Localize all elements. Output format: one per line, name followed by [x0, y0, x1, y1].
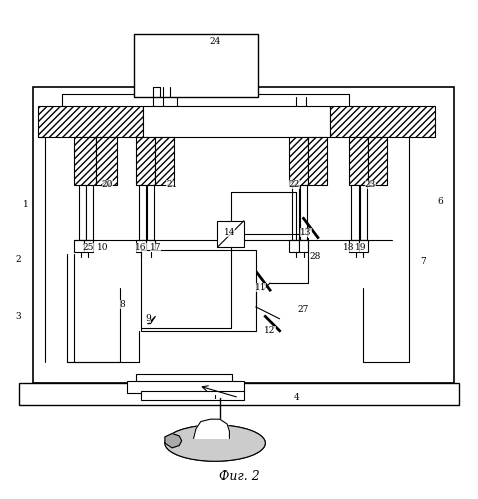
Bar [351, 185, 358, 240]
Text: 20: 20 [102, 181, 113, 190]
Bar [299, 240, 308, 252]
Bar [360, 185, 367, 240]
Bar [349, 137, 368, 185]
Text: 6: 6 [437, 197, 443, 206]
Bar [292, 185, 299, 240]
Text: 2: 2 [15, 254, 21, 263]
Text: 11: 11 [255, 283, 266, 292]
Bar [141, 250, 256, 331]
Bar [368, 137, 387, 185]
Bar [38, 106, 143, 137]
Text: 16: 16 [135, 243, 147, 251]
Bar [421, 383, 454, 403]
Text: 22: 22 [288, 181, 300, 190]
Bar [33, 87, 454, 383]
Bar [141, 391, 244, 400]
Text: 7: 7 [420, 257, 426, 266]
Bar [349, 240, 358, 252]
Polygon shape [194, 419, 229, 438]
Text: 5: 5 [217, 429, 223, 438]
Text: 25: 25 [83, 243, 94, 251]
Bar [136, 137, 155, 185]
Text: 24: 24 [209, 37, 221, 46]
Text: 19: 19 [355, 243, 367, 251]
Text: 14: 14 [224, 228, 235, 237]
Bar [146, 240, 155, 252]
Bar [79, 185, 86, 240]
Text: 23: 23 [365, 181, 376, 190]
Text: 4: 4 [293, 393, 299, 402]
Bar [96, 137, 117, 185]
Bar [136, 240, 146, 252]
Bar [19, 383, 459, 405]
Text: 9: 9 [145, 314, 151, 323]
Bar [289, 137, 308, 185]
Bar [139, 185, 146, 240]
Text: 28: 28 [310, 252, 321, 261]
Bar [127, 381, 244, 393]
Bar [289, 240, 299, 252]
Text: 12: 12 [264, 326, 276, 335]
Bar [358, 240, 368, 252]
Ellipse shape [165, 425, 265, 461]
Bar [74, 240, 84, 252]
Bar [134, 34, 258, 96]
Bar [84, 240, 93, 252]
Bar [143, 106, 330, 137]
Text: 1: 1 [23, 200, 29, 209]
Text: 8: 8 [119, 300, 125, 309]
Bar [74, 137, 96, 185]
Bar [300, 185, 307, 240]
Bar [86, 185, 93, 240]
Polygon shape [165, 434, 182, 448]
Bar [136, 374, 232, 386]
Bar [308, 137, 327, 185]
Text: 21: 21 [166, 181, 178, 190]
Text: 18: 18 [343, 243, 355, 251]
Bar [33, 383, 57, 403]
Text: 27: 27 [298, 305, 309, 314]
Text: Фиг. 2: Фиг. 2 [218, 470, 260, 483]
Bar [217, 221, 244, 247]
Bar [155, 137, 174, 185]
Bar [330, 106, 435, 137]
Text: 10: 10 [97, 243, 109, 251]
Bar [147, 185, 154, 240]
Text: 3: 3 [15, 312, 21, 321]
Text: 13: 13 [300, 228, 312, 237]
Text: 17: 17 [150, 243, 161, 251]
